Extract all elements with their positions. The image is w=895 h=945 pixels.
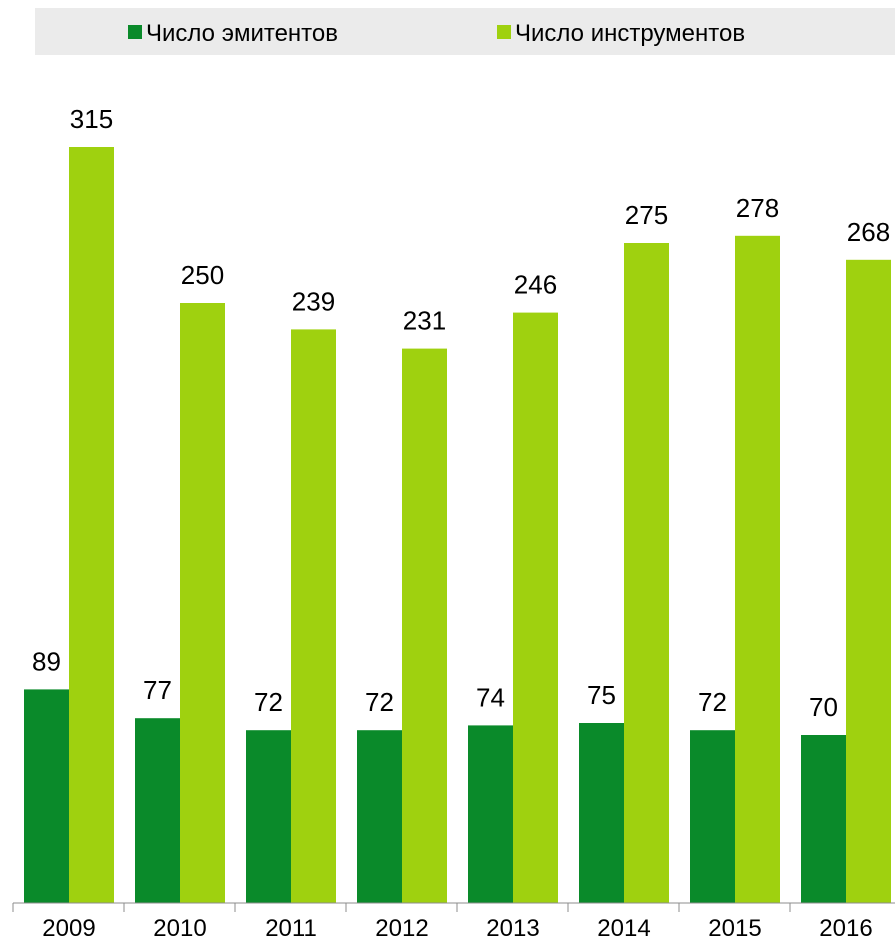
x-tick-label-2015: 2015 (708, 915, 761, 942)
value-labels: 89 315 77 250 72 239 72 231 74 246 75 275 72 278 70 268 (32, 104, 890, 722)
legend: Число эмитентов Число инструментов (128, 20, 745, 47)
bar-instruments-2016 (846, 259, 891, 903)
bar-emitters-2014 (579, 723, 624, 903)
x-tick-label-2012: 2012 (375, 915, 428, 942)
value-label-emitters-2016: 70 (809, 692, 838, 722)
bar-instruments-2011 (291, 329, 336, 903)
value-label-instruments-2016: 268 (847, 217, 890, 247)
value-label-instruments-2014: 275 (625, 200, 668, 230)
value-label-emitters-2012: 72 (365, 687, 394, 717)
bar-instruments-2010 (180, 303, 225, 903)
value-label-instruments-2013: 246 (514, 270, 557, 300)
bar-emitters-2010 (135, 718, 180, 903)
legend-swatch-instruments (497, 25, 511, 39)
bar-emitters-2009 (24, 689, 69, 903)
x-labels: 2009 2010 2011 2012 2013 2014 2015 2016 (42, 915, 872, 942)
x-tick-label-2016: 2016 (819, 915, 872, 942)
bar-emitters-2012 (357, 730, 402, 903)
bar-emitters-2013 (468, 725, 513, 903)
value-label-emitters-2011: 72 (254, 687, 283, 717)
value-label-instruments-2009: 315 (70, 104, 113, 134)
bar-emitters-2016 (801, 735, 846, 903)
legend-swatch-emitters (128, 25, 142, 39)
value-label-emitters-2010: 77 (143, 675, 172, 705)
x-tick-label-2011: 2011 (265, 915, 317, 942)
x-tick-label-2010: 2010 (153, 915, 206, 942)
x-tick-label-2013: 2013 (486, 915, 539, 942)
value-label-instruments-2012: 231 (403, 306, 446, 336)
bar-emitters-2011 (246, 730, 291, 903)
value-label-instruments-2015: 278 (736, 193, 779, 223)
value-label-instruments-2011: 239 (292, 286, 335, 316)
bar-emitters-2015 (690, 730, 735, 903)
bar-instruments-2013 (513, 312, 558, 904)
x-tick-label-2014: 2014 (597, 915, 650, 942)
bar-instruments-2009 (69, 147, 114, 903)
legend-background (35, 8, 895, 55)
value-label-emitters-2013: 74 (476, 682, 505, 712)
value-label-emitters-2009: 89 (32, 646, 61, 676)
value-label-emitters-2015: 72 (698, 687, 727, 717)
bar-instruments-2014 (624, 243, 669, 903)
value-label-emitters-2014: 75 (587, 680, 616, 710)
x-ticks (12, 903, 791, 912)
legend-label-instruments: Число инструментов (515, 20, 745, 47)
x-tick-label-2009: 2009 (42, 915, 95, 942)
bar-instruments-2012 (402, 348, 447, 904)
value-label-instruments-2010: 250 (181, 260, 224, 290)
bars (24, 147, 891, 904)
bar-instruments-2015 (735, 235, 780, 904)
legend-label-emitters: Число эмитентов (146, 20, 338, 47)
